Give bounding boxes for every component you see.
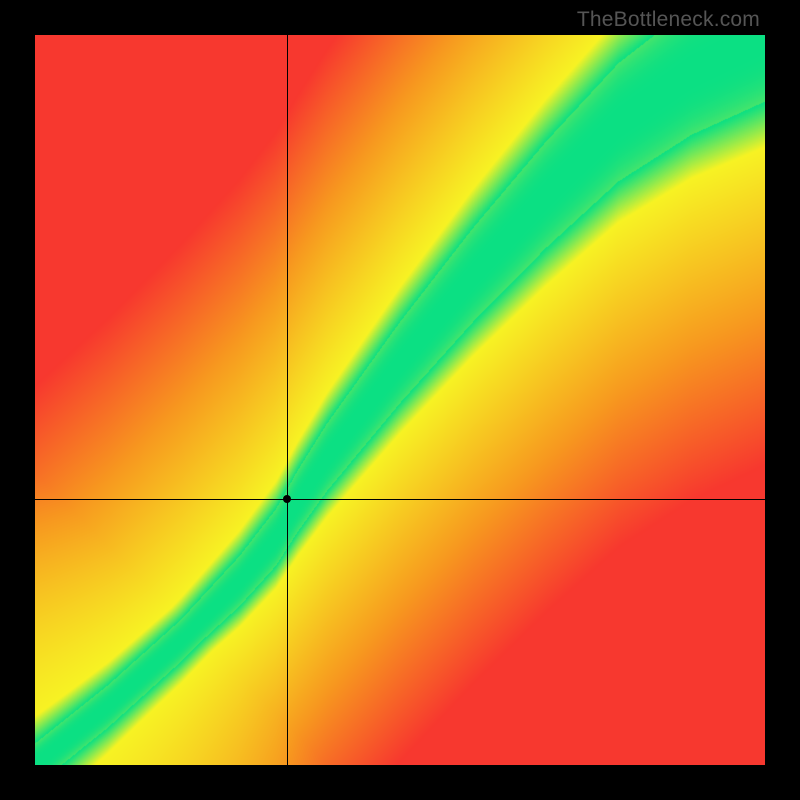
plot-area [35, 35, 765, 765]
bottleneck-heatmap [35, 35, 765, 765]
crosshair-horizontal [35, 499, 765, 500]
crosshair-vertical [287, 35, 288, 765]
watermark-text: TheBottleneck.com [577, 8, 760, 32]
selection-marker-dot [283, 495, 291, 503]
